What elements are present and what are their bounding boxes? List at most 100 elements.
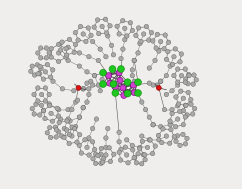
Circle shape xyxy=(76,85,81,90)
Circle shape xyxy=(155,32,160,37)
Circle shape xyxy=(189,97,193,102)
Circle shape xyxy=(39,92,44,97)
Circle shape xyxy=(120,85,126,91)
Circle shape xyxy=(73,42,78,47)
Circle shape xyxy=(72,50,76,55)
Circle shape xyxy=(100,160,105,164)
Circle shape xyxy=(136,51,140,55)
Circle shape xyxy=(32,73,37,77)
Circle shape xyxy=(139,161,144,166)
Circle shape xyxy=(104,145,108,150)
Circle shape xyxy=(43,70,48,74)
Circle shape xyxy=(87,136,91,140)
Circle shape xyxy=(47,103,52,108)
Circle shape xyxy=(175,134,180,138)
Circle shape xyxy=(50,68,55,72)
Circle shape xyxy=(66,117,70,121)
Circle shape xyxy=(49,46,53,51)
Circle shape xyxy=(156,85,161,90)
Circle shape xyxy=(43,86,48,90)
Circle shape xyxy=(92,25,97,29)
Circle shape xyxy=(181,132,185,137)
Circle shape xyxy=(36,51,40,55)
Circle shape xyxy=(192,73,196,77)
Circle shape xyxy=(92,73,97,78)
Circle shape xyxy=(147,138,152,142)
Circle shape xyxy=(183,115,188,119)
Circle shape xyxy=(89,33,93,38)
Circle shape xyxy=(174,139,178,144)
Circle shape xyxy=(141,32,146,36)
Circle shape xyxy=(168,64,172,68)
Circle shape xyxy=(87,92,91,97)
Circle shape xyxy=(77,64,82,68)
Circle shape xyxy=(140,139,145,144)
Circle shape xyxy=(49,111,53,116)
Circle shape xyxy=(70,107,74,112)
Circle shape xyxy=(91,156,95,161)
Circle shape xyxy=(173,125,178,129)
Circle shape xyxy=(173,47,178,51)
Circle shape xyxy=(175,117,180,121)
Circle shape xyxy=(50,119,55,123)
Circle shape xyxy=(64,53,69,57)
Circle shape xyxy=(147,115,152,119)
Circle shape xyxy=(186,90,190,95)
Circle shape xyxy=(87,87,91,91)
Circle shape xyxy=(134,160,139,165)
Circle shape xyxy=(161,127,165,131)
Circle shape xyxy=(83,137,87,142)
Circle shape xyxy=(43,116,47,121)
Circle shape xyxy=(181,108,186,113)
Circle shape xyxy=(132,156,137,160)
Circle shape xyxy=(175,83,180,87)
Circle shape xyxy=(183,77,188,81)
Circle shape xyxy=(181,122,186,127)
Circle shape xyxy=(174,95,178,99)
Circle shape xyxy=(98,88,102,93)
Circle shape xyxy=(77,115,82,119)
Circle shape xyxy=(137,146,142,151)
Circle shape xyxy=(43,99,48,103)
Circle shape xyxy=(56,114,61,118)
Circle shape xyxy=(54,128,59,132)
Circle shape xyxy=(99,152,103,156)
Circle shape xyxy=(163,33,167,37)
Circle shape xyxy=(57,120,61,125)
Circle shape xyxy=(179,89,183,93)
Circle shape xyxy=(58,48,63,52)
Circle shape xyxy=(51,79,55,84)
Circle shape xyxy=(41,108,46,113)
Circle shape xyxy=(132,155,136,160)
Circle shape xyxy=(115,24,119,29)
Circle shape xyxy=(62,135,66,140)
Circle shape xyxy=(170,107,174,112)
Circle shape xyxy=(58,117,63,121)
Circle shape xyxy=(183,67,188,71)
Circle shape xyxy=(70,134,74,138)
Circle shape xyxy=(159,124,163,129)
Circle shape xyxy=(170,88,174,93)
Circle shape xyxy=(38,46,43,50)
Circle shape xyxy=(168,119,172,123)
Circle shape xyxy=(93,161,98,166)
Circle shape xyxy=(125,34,129,38)
Circle shape xyxy=(60,40,64,44)
Circle shape xyxy=(92,73,97,78)
Circle shape xyxy=(192,106,197,111)
Circle shape xyxy=(67,141,71,146)
Circle shape xyxy=(153,58,157,63)
Circle shape xyxy=(100,24,104,29)
Circle shape xyxy=(73,30,78,35)
Circle shape xyxy=(136,26,141,30)
Circle shape xyxy=(135,79,141,86)
Circle shape xyxy=(47,102,52,106)
Circle shape xyxy=(112,84,118,90)
Circle shape xyxy=(56,59,61,64)
Circle shape xyxy=(79,151,84,155)
Circle shape xyxy=(53,125,58,129)
Circle shape xyxy=(32,92,36,97)
Circle shape xyxy=(190,112,195,116)
Circle shape xyxy=(183,142,188,146)
Circle shape xyxy=(168,122,172,127)
